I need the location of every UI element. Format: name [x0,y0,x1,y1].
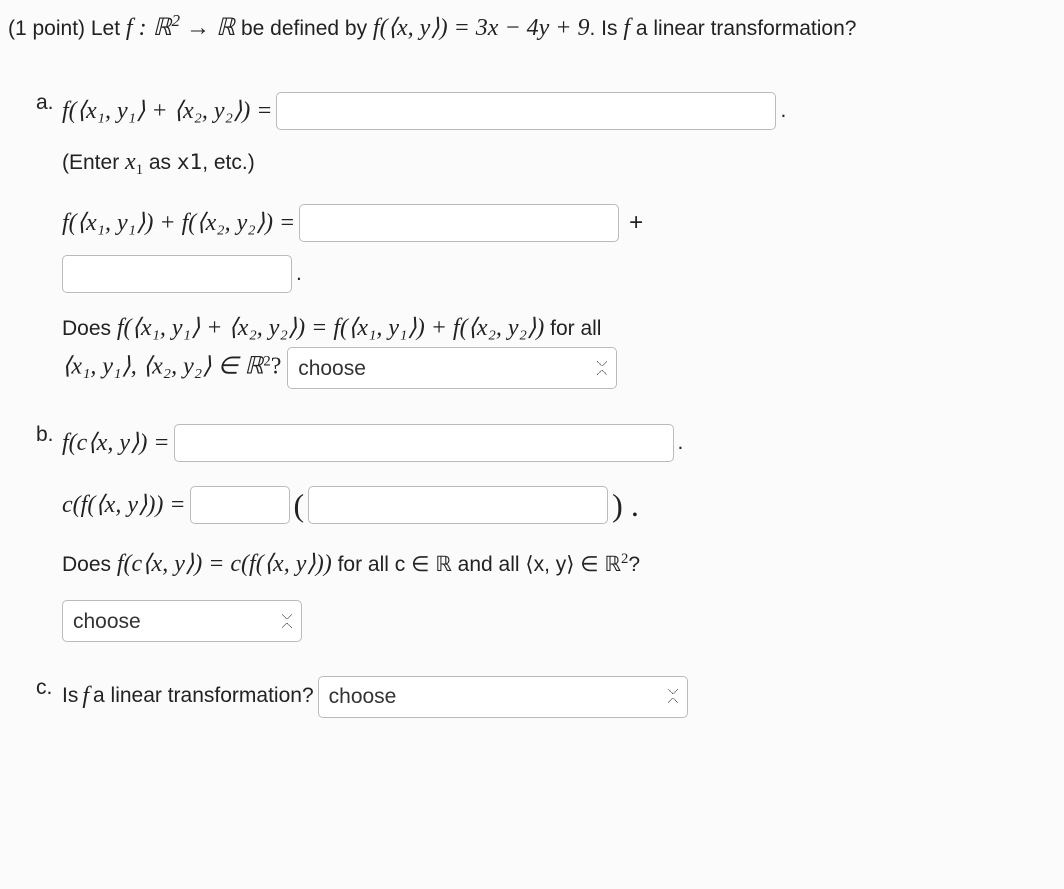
part-b-label: b. [36,423,54,447]
part-a-line2-tail: . [296,253,302,295]
part-a-line2: f(⟨x₁, y₁⟩) + f(⟨x₂, y₂⟩) = + [62,199,1056,247]
part-a-does: Does f(⟨x₁, y₁⟩ + ⟨x₂, y₂⟩) = f(⟨x₁, y₁⟩… [62,309,1056,389]
paren-close: ) . [612,473,639,537]
part-a-input1[interactable] [276,92,776,130]
question-prompt: (1 point) Let f : ℝ2 → ℝ be defined by f… [8,8,1056,47]
part-a-input3[interactable] [62,255,292,293]
part-a-line1: f(⟨x₁, y₁⟩ + ⟨x₂, y₂⟩) = . [62,87,1056,135]
part-b-line1: f(c⟨x, y⟩) = . [62,419,1056,467]
part-c-line: Is f a linear transformation? choose [62,672,1056,720]
part-a-line2b: . [62,253,1056,295]
part-b-input2[interactable] [190,486,290,524]
part-b-does: Does f(c⟨x, y⟩) = c(f(⟨x, y⟩)) for all c… [62,545,1056,583]
part-a-line1-lhs: f(⟨x₁, y₁⟩ + ⟨x₂, y₂⟩) = [62,87,272,135]
part-b-line2: c(f(⟨x, y⟩)) = ( ) . [62,473,1056,537]
f-decl: f : ℝ2 → ℝ [126,15,241,41]
part-a-line1-tail: . [780,90,786,132]
plus-sign: + [629,199,643,247]
part-a-label: a. [36,91,54,115]
part-a: a. f(⟨x₁, y₁⟩ + ⟨x₂, y₂⟩) = . (Enter x1 … [36,87,1056,389]
paren-open: ( [294,473,305,537]
part-a-line2-lhs: f(⟨x₁, y₁⟩) + f(⟨x₂, y₂⟩) = [62,199,295,247]
part-b: b. f(c⟨x, y⟩) = . c(f(⟨x, y⟩)) = ( ) . D… [36,419,1056,642]
part-b-select[interactable]: choose [62,600,302,642]
part-b-line2-lhs: c(f(⟨x, y⟩)) = [62,481,186,529]
part-a-hint: (Enter x1 as x1, etc.) [62,143,1056,183]
defined-by: be defined by [241,17,373,40]
f-definition: f(⟨x, y⟩) = 3x − 4y + 9 [373,15,590,41]
f-symbol: f [623,15,630,41]
linear-q: a linear transformation? [636,17,857,40]
part-b-line1-tail: . [678,422,684,464]
part-c: c. Is f a linear transformation? choose [36,672,1056,720]
part-a-select[interactable]: choose [287,347,617,389]
part-a-input2[interactable] [299,204,619,242]
part-b-input3[interactable] [308,486,608,524]
part-b-input1[interactable] [174,424,674,462]
part-c-label: c. [36,676,52,700]
part-b-select-line: choose [62,600,1056,642]
part-b-line1-lhs: f(c⟨x, y⟩) = [62,419,170,467]
points-text: (1 point) Let [8,17,126,40]
part-c-select[interactable]: choose [318,676,688,718]
